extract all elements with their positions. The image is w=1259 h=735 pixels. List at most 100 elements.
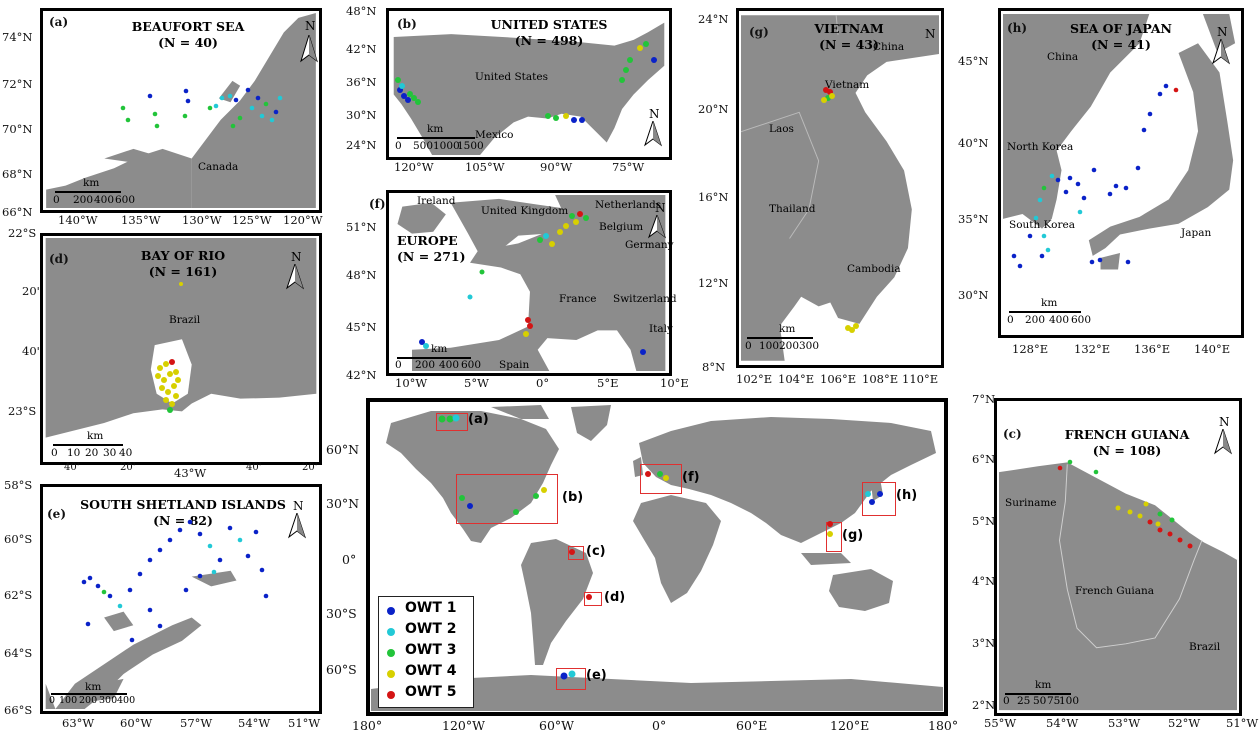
- lon-tick: 0°: [536, 376, 550, 390]
- map-area: [1003, 13, 1239, 333]
- panel-title: SOUTH SHETLAND ISLANDS: [80, 497, 286, 512]
- north-arrow-label: N: [1217, 25, 1228, 39]
- lon-tick: 135°W: [121, 213, 161, 227]
- legend-label: OWT 1: [405, 600, 457, 616]
- scale-tick: 200: [1025, 314, 1046, 326]
- panel-letter: (d): [49, 252, 69, 266]
- lon-tick: 60°W: [539, 718, 575, 733]
- scale-bar: km 0 500 1000 1500: [395, 123, 484, 152]
- points-vietnam: [821, 87, 859, 333]
- north-arrow-icon: [288, 513, 306, 539]
- panel-letter: (g): [749, 25, 769, 39]
- lat-tick: 30°N: [958, 288, 989, 302]
- lat-tick: 24°N: [698, 12, 729, 26]
- lon-tick: 75°W: [612, 160, 645, 174]
- lon-tick: 102°E: [736, 372, 773, 386]
- map-frame: (e) SOUTH SHETLAND ISLANDS (N = 82) N km…: [40, 484, 322, 714]
- scale-tick: 100: [759, 340, 780, 352]
- scale-tick: 0: [53, 194, 60, 206]
- scale-tick: 500: [413, 140, 434, 152]
- scale-tick: 200: [79, 695, 98, 706]
- scale-unit: km: [779, 323, 796, 335]
- north-arrow-label: N: [1219, 415, 1230, 429]
- region-label: (h): [896, 488, 918, 503]
- lat-tick: 66°S: [4, 703, 33, 717]
- scale-unit: km: [1041, 297, 1058, 309]
- lat-tick: 60°S: [4, 532, 33, 546]
- map-frame: (d) BAY OF RIO (N = 161) N Brazil km 0 1…: [40, 233, 322, 465]
- north-arrow-label: N: [925, 27, 936, 41]
- map-area: [999, 403, 1237, 711]
- scale-tick: 400: [439, 359, 460, 371]
- north-arrow-icon: [1212, 39, 1230, 65]
- scale-tick: 0: [395, 359, 402, 371]
- scale-tick: 0: [1007, 314, 1014, 326]
- lon-tick: 40': [64, 462, 80, 473]
- points-japan: [1011, 83, 1179, 269]
- region-box-g: [826, 522, 842, 552]
- points-rio: [155, 282, 183, 413]
- lon-tick: 10°E: [660, 376, 689, 390]
- land-layer: [999, 462, 1237, 711]
- place-label: United States: [475, 71, 548, 83]
- lon-tick: 120°W: [442, 718, 485, 733]
- points-beaufort: [120, 87, 283, 129]
- lat-tick: 20°N: [698, 102, 729, 116]
- lon-tick: 54°W: [1046, 716, 1079, 730]
- scale-bar: km 0 10 20 30 40: [51, 430, 137, 459]
- place-label: Cambodia: [847, 263, 901, 275]
- place-label: Germany: [625, 239, 674, 251]
- lat-tick: 58°S: [4, 478, 33, 492]
- lon-tick: 5°W: [464, 376, 489, 390]
- lon-tick: 136°E: [1134, 342, 1171, 356]
- lon-tick: 60°W: [120, 716, 153, 730]
- scale-tick: 600: [115, 194, 136, 206]
- place-label: Spain: [499, 359, 530, 371]
- panel-letter: (c): [1003, 427, 1022, 441]
- lat-tick: 23°S: [8, 404, 37, 418]
- place-label: Ireland: [417, 195, 456, 207]
- panel-letter: (a): [49, 15, 69, 29]
- panel-count: (N = 40): [158, 35, 218, 50]
- lon-tick: 20': [120, 462, 136, 473]
- scale-tick: 0: [51, 447, 58, 459]
- place-label: Japan: [1181, 227, 1212, 239]
- scale-tick: 100: [1059, 695, 1080, 707]
- lat-tick: 24°N: [346, 138, 377, 152]
- lon-tick: 5°E: [597, 376, 619, 390]
- panel-title: SEA OF JAPAN: [1070, 21, 1172, 36]
- scale-tick: 0: [745, 340, 752, 352]
- land-layer: [741, 15, 939, 361]
- legend-label: OWT 5: [405, 684, 457, 700]
- scale-bar: km 0 200 400 600: [1007, 297, 1093, 326]
- lat-tick: 36°N: [346, 75, 377, 89]
- place-label: French Guiana: [1075, 585, 1155, 597]
- scale-tick: 200: [779, 340, 800, 352]
- panel-count: (N = 41): [1091, 37, 1151, 52]
- lat-tick: 48°N: [346, 268, 377, 282]
- lon-tick: 108°E: [862, 372, 899, 386]
- map-area: [45, 238, 317, 460]
- scale-tick: 40: [119, 447, 133, 459]
- place-label: China: [873, 41, 905, 53]
- scale-tick: 200: [73, 194, 94, 206]
- lat-tick: 35°N: [958, 212, 989, 226]
- lat-tick: 20': [22, 284, 40, 298]
- place-label: Canada: [198, 161, 239, 173]
- lat-tick: 68°N: [2, 167, 33, 181]
- lat-tick: 6°N: [972, 452, 996, 466]
- map-frame: (h) SEA OF JAPAN (N = 41) N China North …: [998, 8, 1244, 338]
- scale-tick: 0: [49, 695, 56, 706]
- points-world: [438, 414, 883, 680]
- panel-letter: (e): [47, 507, 66, 521]
- panel-count: (N = 108): [1092, 443, 1162, 458]
- lon-tick: 54°W: [238, 716, 271, 730]
- lat-tick: 4°N: [972, 574, 996, 588]
- points-europe: [419, 211, 646, 355]
- legend: OWT 1 OWT 2 OWT 3 OWT 4 OWT 5: [378, 596, 474, 708]
- place-label: United Kingdom: [481, 205, 569, 217]
- north-arrow-label: N: [291, 250, 302, 264]
- lat-tick: 74°N: [2, 30, 33, 44]
- scale-tick: 300: [799, 340, 820, 352]
- scale-tick: 100: [59, 695, 78, 706]
